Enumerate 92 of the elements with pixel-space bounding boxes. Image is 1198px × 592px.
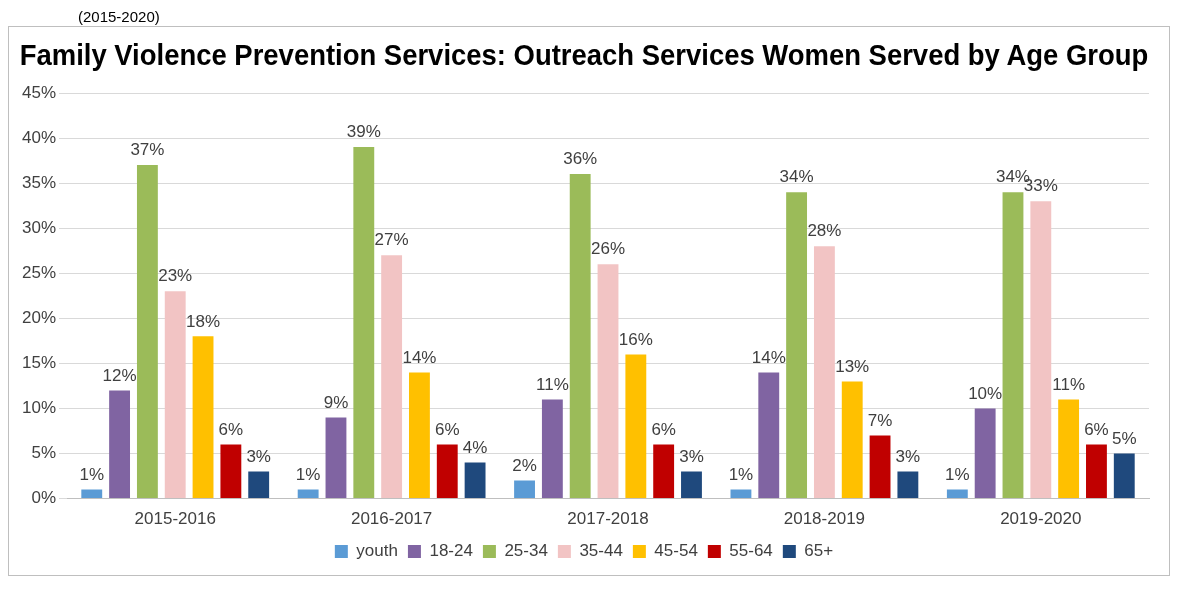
x-tick-label: 2018-2019	[783, 509, 866, 529]
legend-label: 55-64	[729, 541, 773, 561]
y-tick-label: 10%	[21, 398, 57, 418]
bar	[514, 480, 535, 499]
data-label: 10%	[968, 383, 1003, 403]
bar	[653, 444, 675, 499]
data-label: 1%	[945, 464, 970, 484]
data-label: 4%	[462, 437, 488, 457]
bar	[974, 408, 996, 499]
y-tick-label: 30%	[21, 217, 57, 237]
bar	[869, 435, 891, 499]
bar	[946, 489, 968, 499]
data-label: 12%	[102, 365, 137, 385]
x-tick-label: 2016-2017	[350, 509, 433, 529]
bar	[192, 336, 214, 499]
data-label: 6%	[1084, 419, 1109, 439]
bar	[681, 471, 702, 499]
bar	[569, 174, 591, 499]
data-label: 1%	[728, 464, 754, 484]
bar	[730, 489, 752, 499]
legend-label: 65+	[804, 541, 834, 561]
bar	[1002, 192, 1024, 499]
data-label: 5%	[1111, 428, 1137, 448]
data-label: 3%	[679, 446, 704, 466]
data-label: 2%	[512, 455, 537, 475]
data-label: 16%	[618, 329, 653, 349]
legend-label: 18-24	[429, 541, 473, 561]
bar	[841, 381, 863, 499]
y-tick-label: 15%	[21, 353, 57, 373]
bar	[109, 390, 131, 499]
data-label: 39%	[346, 122, 381, 142]
bar	[758, 372, 780, 499]
x-tick-label: 2019-2020	[1000, 509, 1082, 529]
y-tick-label: 20%	[21, 308, 57, 328]
bar	[436, 444, 458, 499]
data-label: 11%	[535, 374, 569, 394]
data-label: 3%	[895, 446, 921, 466]
data-label: 18%	[186, 311, 221, 331]
data-label: 13%	[835, 356, 870, 376]
data-label: 1%	[295, 464, 321, 484]
data-label: 14%	[751, 347, 786, 367]
bar	[597, 264, 619, 499]
y-tick-label: 35%	[21, 172, 57, 192]
bar	[464, 462, 486, 499]
data-label: 7%	[867, 410, 893, 430]
y-tick-label: 25%	[21, 262, 57, 282]
bar	[164, 291, 186, 499]
data-label: 34%	[779, 167, 814, 187]
bar	[1030, 201, 1052, 499]
y-tick-label: 40%	[21, 127, 57, 147]
data-label: 14%	[402, 347, 437, 367]
data-label: 9%	[323, 392, 349, 412]
bar	[625, 354, 647, 499]
data-label: 1%	[79, 464, 105, 484]
y-tick-label: 45%	[21, 82, 57, 102]
x-tick-label: 2017-2018	[567, 509, 649, 529]
data-label: 11%	[1052, 374, 1086, 394]
data-label: 27%	[374, 230, 409, 250]
data-label: 23%	[158, 266, 193, 286]
data-label: 26%	[591, 239, 626, 259]
bar	[81, 489, 103, 499]
data-label: 6%	[218, 419, 244, 439]
y-tick-label: 5%	[31, 443, 57, 463]
data-label: 36%	[563, 149, 598, 169]
bar	[786, 192, 808, 499]
text: (2015-2020)	[78, 8, 161, 26]
data-label: 6%	[651, 419, 676, 439]
bar	[136, 165, 158, 499]
data-label: 28%	[807, 221, 842, 241]
data-label: 37%	[130, 140, 165, 160]
bar	[353, 147, 375, 499]
bar	[897, 471, 919, 499]
data-label: 3%	[246, 446, 271, 466]
y-tick-label: 0%	[31, 488, 57, 508]
legend-label: 45-54	[654, 541, 698, 561]
bar	[813, 246, 835, 499]
bar	[409, 372, 430, 499]
bar	[1113, 453, 1135, 499]
bar	[1086, 444, 1107, 499]
chart-title: Family Violence Prevention Services: Outreach Services Women Served by Age Group	[19, 38, 1149, 72]
data-label: 6%	[434, 419, 460, 439]
bar	[220, 444, 242, 499]
bar	[248, 471, 270, 499]
x-tick-label: 2015-2016	[134, 509, 216, 529]
bar	[381, 255, 403, 499]
legend-label: youth	[356, 541, 398, 561]
bar	[1058, 399, 1080, 499]
bar	[541, 399, 563, 499]
bar	[325, 417, 347, 499]
legend-label: 35-44	[579, 541, 623, 561]
bar	[297, 489, 319, 499]
legend-label: 25-34	[504, 541, 548, 561]
